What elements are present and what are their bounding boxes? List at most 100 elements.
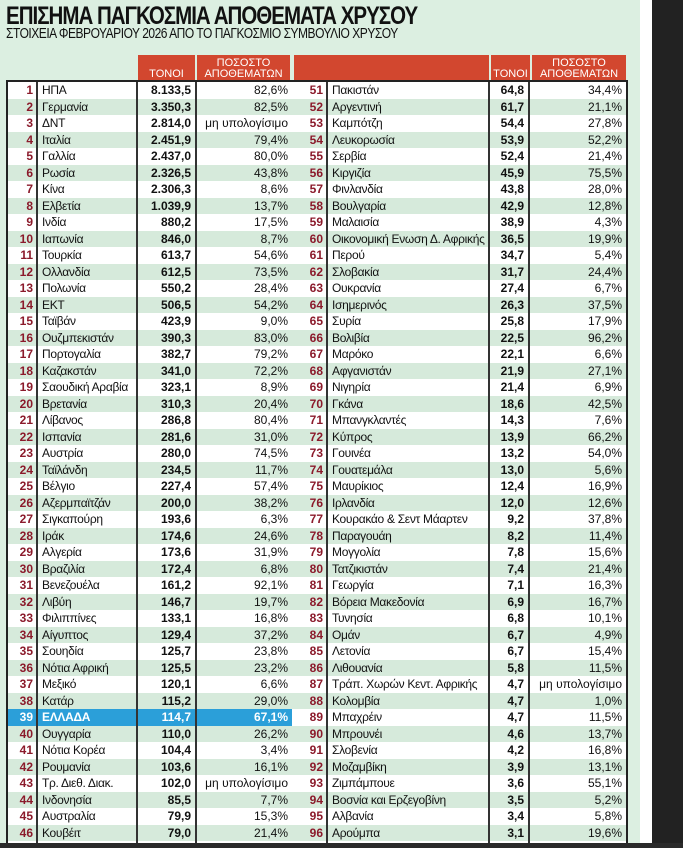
tons-value: 3,3 <box>488 841 530 843</box>
tons-value: 12,0 <box>488 494 530 511</box>
table-row: 72 Κύπρος 13,9 66,2% <box>292 428 626 445</box>
country-name: Μπαχρέιν <box>326 709 490 726</box>
table-row: 26 Αζερμπαϊτζάν 200,0 38,2% <box>8 494 292 511</box>
rank-number: 73 <box>309 446 323 460</box>
rank-number: 36 <box>19 660 33 675</box>
reserves-percentage: 5,4% <box>594 248 622 262</box>
reserves-percentage: 54,0% <box>587 446 622 460</box>
rank-number: 8 <box>26 198 33 213</box>
rank-number: 58 <box>309 198 323 213</box>
rank-number: 77 <box>309 512 323 526</box>
table-row: 74 Γουατεμάλα 13,0 5,6% <box>292 461 626 478</box>
rank-number: 70 <box>309 396 323 411</box>
country-name: Κουβέιτ <box>36 824 138 841</box>
rank-number: 9 <box>26 215 33 229</box>
reserves-percentage: μη υπολογίσιμο <box>205 116 288 130</box>
country-name: Περού <box>326 247 490 264</box>
country-name: Ιαπωνία <box>36 230 138 247</box>
table-row: 22 Ισπανία 281,6 31,0% <box>8 428 292 445</box>
reserves-percentage: 10,1% <box>587 611 622 625</box>
rank-number: 81 <box>309 578 323 592</box>
country-name: Φινλανδία <box>326 181 490 198</box>
rank-number: 40 <box>19 726 33 741</box>
table-row: 44 Ινδονησία 85,5 7,7% <box>8 791 292 808</box>
table-row: 67 Μαρόκο 22,1 6,6% <box>292 346 626 363</box>
tons-value: 3,4 <box>488 808 530 825</box>
rank-number: 29 <box>19 545 33 559</box>
tons-value: 61,7 <box>488 98 530 115</box>
rank-number: 43 <box>19 776 33 790</box>
reserves-percentage: 1,0% <box>594 693 622 708</box>
rank-number: 47 <box>8 841 33 843</box>
tons-value: 53,9 <box>488 131 530 148</box>
reserves-percentage: 3,8% <box>197 841 292 843</box>
country-name: Σλοβενία <box>326 742 490 759</box>
tons-value: 1.039,9 <box>136 197 197 214</box>
table-row: 19 Σαουδική Αραβία 323,1 8,9% <box>8 379 292 396</box>
table-row: 24 Ταϊλάνδη 234,5 11,7% <box>8 461 292 478</box>
reserves-percentage: μη υπολογίσιμο <box>205 776 288 790</box>
rank-number: 46 <box>19 825 33 840</box>
rank-number: 52 <box>309 99 323 114</box>
reserves-percentage: 6,6% <box>260 677 288 691</box>
rank-number: 78 <box>309 528 323 543</box>
tons-value: 4,7 <box>488 709 530 726</box>
country-name: Γερμανία <box>36 98 138 115</box>
rank-number: 57 <box>309 182 323 196</box>
tons-value: 5,8 <box>488 659 530 676</box>
tons-value: 25,8 <box>488 313 530 330</box>
country-name: Ουκρανία <box>326 280 490 297</box>
tons-value: 3,5 <box>488 791 530 808</box>
country-name: Πακιστάν <box>326 82 490 99</box>
reserves-percentage: 27,8% <box>587 116 622 130</box>
tons-value: 104,4 <box>136 742 197 759</box>
reserves-percentage: 37,5% <box>587 297 622 312</box>
country-name: Σερβία <box>326 148 490 165</box>
rank-number: 24 <box>19 462 33 477</box>
table-row: 40 Ουγγαρία 110,0 26,2% <box>8 725 292 742</box>
table-row: 94 Βοσνία και Ερζεγοβίνη 3,5 5,2% <box>292 791 626 808</box>
rank-number: 1 <box>26 83 33 97</box>
reserves-percentage: 6,7% <box>594 281 622 295</box>
reserves-percentage: 57,4% <box>253 479 288 493</box>
tons-header-label: ΤΟΝΟΙ <box>149 68 184 80</box>
reserves-percentage: 37,2% <box>253 627 288 642</box>
rank-number: 74 <box>309 462 323 477</box>
reserves-percentage: 7,6% <box>594 413 622 427</box>
reserves-percentage: 26,2% <box>253 726 288 741</box>
reserves-percentage: 80,0% <box>253 149 288 163</box>
tons-value: 310,3 <box>136 395 197 412</box>
rank-number: 93 <box>309 776 323 790</box>
table-row: 7 Κίνα 2.306,3 8,6% <box>8 181 292 198</box>
country-name: Ιταλία <box>36 131 138 148</box>
reserves-percentage: 23,8% <box>253 644 288 658</box>
country-name: ΕΛΛΑΔΑ <box>36 709 138 726</box>
rank-number: 19 <box>19 380 33 394</box>
tons-value: 6,9 <box>488 593 530 610</box>
reserves-percentage: 72,2% <box>253 363 288 378</box>
reserves-percentage: 31,0% <box>253 429 288 444</box>
country-name: Αυστρία <box>36 445 138 462</box>
reserves-percentage: 19,9% <box>587 231 622 246</box>
tons-value: 27,4 <box>488 280 530 297</box>
country-name: Βολιβία <box>326 329 490 346</box>
reserves-percentage: 79,2% <box>253 347 288 361</box>
tons-value: 382,7 <box>136 346 197 363</box>
tons-value: 21,9 <box>488 362 530 379</box>
right-tons-header: ΤΟΝΟΙ <box>491 55 530 82</box>
tons-value: 13,9 <box>488 428 530 445</box>
rank-number: 11 <box>20 248 33 262</box>
tons-value: 75,4 <box>136 841 197 843</box>
rank-number: 64 <box>309 297 323 312</box>
tons-value: 125,7 <box>136 643 197 660</box>
reserves-percentage: 5,6% <box>594 462 622 477</box>
tons-value: 227,4 <box>136 478 197 495</box>
country-name: Τυνησία <box>326 610 490 627</box>
table-row: 32 Λιβύη 146,7 19,7% <box>8 593 292 610</box>
reserves-percentage: 21,4% <box>587 149 622 163</box>
rank-number: 13 <box>19 281 33 295</box>
table-row: 11 Τουρκία 613,7 54,6% <box>8 247 292 264</box>
table-row: 60 Οικονομική Ενωση Δ. Αφρικής 36,5 19,9% <box>292 230 626 247</box>
tons-value: 45,9 <box>488 164 530 181</box>
tons-value: 613,7 <box>136 247 197 264</box>
